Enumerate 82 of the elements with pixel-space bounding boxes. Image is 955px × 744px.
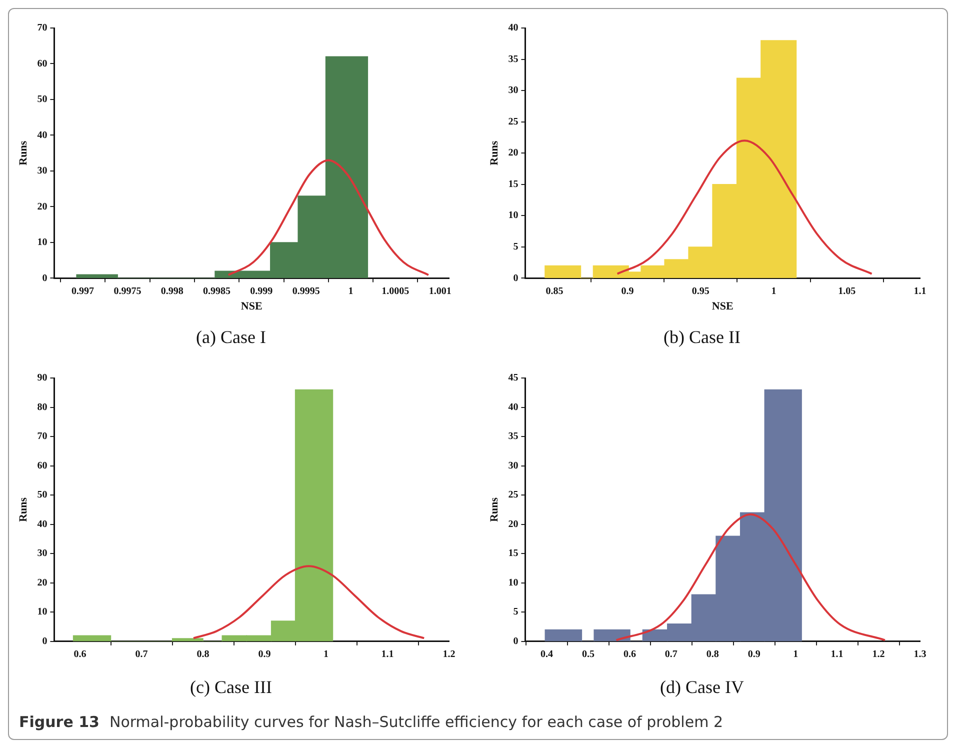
- x-tick-label: 1.001: [428, 286, 452, 297]
- x-tick-label: 0.997: [72, 286, 94, 297]
- x-tick-label: 0.998: [160, 286, 184, 297]
- y-tick-label: 25: [508, 490, 518, 501]
- y-tick-label: 60: [37, 58, 48, 70]
- x-axis-title: NSE: [240, 300, 262, 313]
- x-tick-label: 1.2: [442, 648, 456, 660]
- y-axis-title: Runs: [17, 496, 30, 522]
- x-tick-label: 0.95: [692, 286, 710, 297]
- y-tick-label: 70: [37, 431, 48, 442]
- y-tick-label: 40: [508, 22, 518, 34]
- x-tick-label: 1: [348, 286, 354, 297]
- y-tick-label: 40: [37, 130, 48, 141]
- caption: Figure 13: [19, 713, 100, 731]
- y-tick-label: 30: [508, 85, 518, 96]
- y-tick-label: 25: [508, 116, 518, 128]
- y-axis-title: Runs: [488, 140, 500, 166]
- x-tick-label: 0.7: [664, 648, 678, 660]
- x-tick-label: 1: [771, 286, 776, 297]
- x-tick-label: 0.9: [621, 286, 634, 297]
- y-tick-label: 40: [508, 402, 518, 413]
- x-tick-label: 0.9: [258, 648, 271, 660]
- y-tick-label: 10: [37, 237, 48, 248]
- y-tick-label: 30: [37, 166, 48, 177]
- text: Normal-probability curves for Nash–Sutcliffe efficiency for each case of problem 2: [109, 713, 723, 731]
- x-tick-label: 0.6: [74, 648, 86, 660]
- x-tick-label: 0.9975: [114, 286, 142, 297]
- x-tick-label: 1.3: [914, 648, 926, 660]
- x-tick-label: 1.0005: [382, 286, 410, 297]
- y-tick-label: 15: [508, 178, 518, 190]
- y-tick-label: 40: [37, 518, 48, 530]
- text: (a) Case I: [196, 326, 266, 347]
- x-tick-label: 0.5: [582, 648, 594, 660]
- text: (c) Case III: [190, 676, 272, 697]
- x-axis-title: NSE: [712, 300, 734, 313]
- x-tick-label: 0.8: [196, 648, 210, 660]
- x-tick-label: 1.1: [914, 286, 926, 297]
- y-tick-label: 30: [508, 460, 518, 472]
- x-tick-label: 0.85: [546, 286, 564, 297]
- y-tick-label: 0: [42, 636, 48, 647]
- line-series: [227, 159, 430, 276]
- y-tick-label: 35: [508, 54, 518, 65]
- x-tick-label: 1: [793, 648, 798, 660]
- x-tick-label: 1.1: [830, 648, 844, 660]
- y-tick-label: 20: [508, 148, 518, 159]
- y-tick-label: 0: [513, 636, 518, 647]
- y-tick-label: 5: [513, 606, 518, 618]
- y-tick-label: 90: [37, 372, 48, 384]
- y-tick-label: 5: [513, 242, 518, 253]
- y-tick-label: 80: [37, 402, 48, 413]
- x-tick-label: 1: [324, 648, 329, 660]
- x-tick-label: 1.05: [838, 286, 856, 297]
- x-tick-label: 0.4: [540, 648, 554, 660]
- y-tick-label: 20: [37, 577, 48, 588]
- x-tick-label: 0.9: [748, 648, 760, 660]
- y-tick-label: 50: [37, 490, 48, 501]
- y-tick-label: 45: [508, 372, 518, 384]
- x-tick-label: 1.2: [872, 648, 885, 660]
- y-tick-label: 70: [37, 22, 48, 34]
- x-tick-label: 0.999: [250, 286, 273, 297]
- x-tick-label: 1.1: [381, 648, 394, 660]
- y-tick-label: 0: [42, 272, 48, 284]
- y-tick-label: 60: [37, 460, 48, 472]
- y-tick-label: 20: [508, 518, 518, 530]
- y-tick-label: 10: [37, 606, 48, 618]
- y-tick-label: 20: [37, 201, 48, 212]
- y-axis-title: Runs: [488, 496, 500, 522]
- x-tick-label: 0.7: [135, 648, 148, 660]
- y-tick-label: 0: [513, 272, 518, 284]
- x-tick-label: 0.8: [706, 648, 719, 660]
- text: (d) Case IV: [660, 676, 744, 697]
- text: (b) Case II: [664, 326, 740, 347]
- y-tick-label: 30: [37, 548, 48, 560]
- x-tick-label: 0.6: [623, 648, 636, 660]
- y-axis-title: Runs: [17, 140, 30, 166]
- x-tick-label: 0.9995: [292, 286, 320, 297]
- y-tick-label: 15: [508, 548, 518, 560]
- x-tick-label: 0.9985: [203, 286, 231, 297]
- y-tick-label: 10: [508, 577, 518, 588]
- y-tick-label: 10: [508, 210, 518, 222]
- y-tick-label: 50: [37, 94, 48, 106]
- y-tick-label: 35: [508, 431, 518, 442]
